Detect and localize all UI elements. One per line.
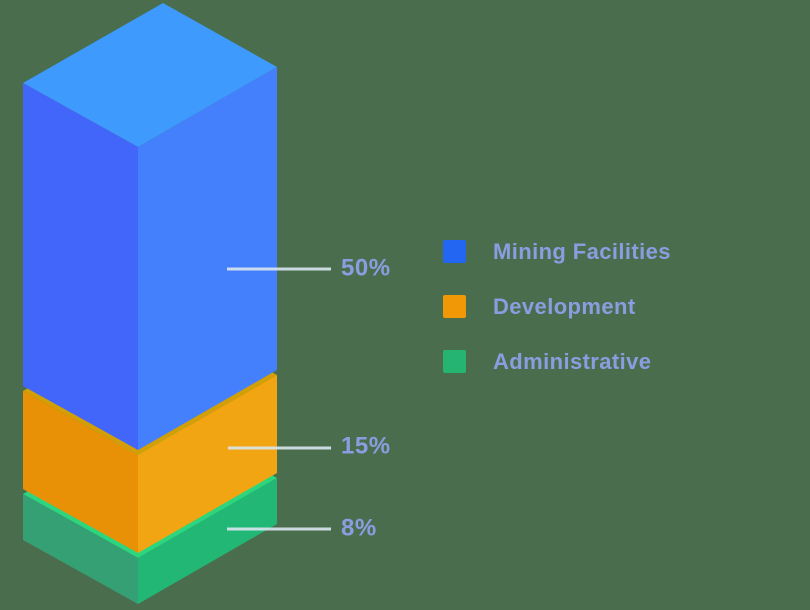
value-label-mining: 50% (341, 254, 391, 282)
mining-right-face (138, 67, 277, 450)
legend: Mining Facilities Development Administra… (443, 238, 671, 374)
mining-top-face (23, 3, 277, 147)
legend-swatch-administrative (443, 350, 466, 373)
legend-item-administrative: Administrative (443, 348, 671, 374)
legend-label-mining: Mining Facilities (493, 238, 671, 264)
legend-label-development: Development (493, 293, 636, 319)
mining-left-face (23, 83, 138, 450)
administrative-right-face (138, 478, 277, 604)
legend-swatch-development (443, 295, 466, 318)
legend-item-mining: Mining Facilities (443, 238, 671, 264)
development-left-face (23, 391, 138, 553)
legend-item-development: Development (443, 293, 671, 319)
legend-label-administrative: Administrative (493, 348, 652, 374)
development-right-face (138, 375, 277, 553)
administrative-left-face (23, 494, 138, 604)
segment-mining (23, 3, 277, 450)
leader-lines (227, 267, 331, 531)
value-label-administrative: 8% (341, 514, 377, 542)
value-label-development: 15% (341, 432, 391, 460)
legend-swatch-mining (443, 240, 466, 263)
